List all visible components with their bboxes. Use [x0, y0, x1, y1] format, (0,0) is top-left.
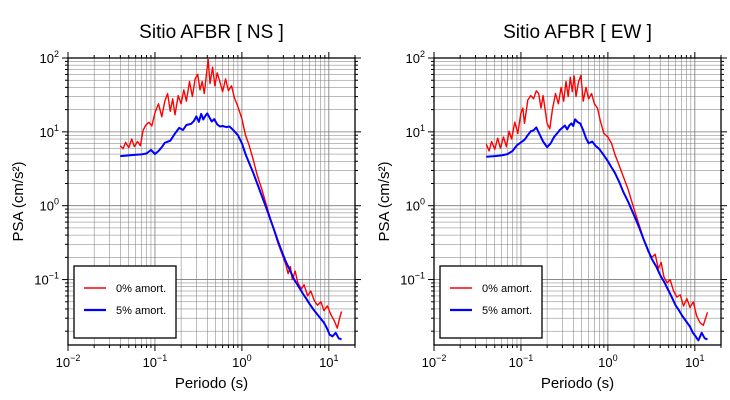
x-tick-label: 101 — [685, 353, 704, 370]
x-tick-label: 10−1 — [509, 353, 534, 370]
tick-marks — [62, 52, 361, 351]
y-tick-label: 10−1 — [34, 271, 59, 288]
series-line-undamped — [485, 74, 709, 326]
x-tick-label: 100 — [232, 353, 251, 370]
x-axis-label: Periodo (s) — [175, 375, 248, 392]
legend: 0% amort. 5% amort. — [73, 265, 177, 339]
x-tick-label: 101 — [319, 353, 338, 370]
plot-frame — [67, 57, 356, 346]
series-line-damped — [486, 118, 708, 342]
x-tick-label: 10−2 — [422, 353, 447, 370]
legend-box — [73, 265, 177, 339]
y-tick-label: 100 — [406, 197, 425, 214]
y-tick-label: 101 — [406, 123, 425, 140]
y-axis-label: PSA (cm/s²) — [10, 161, 27, 241]
x-tick-label: 10−2 — [56, 353, 81, 370]
grid — [67, 57, 356, 345]
y-tick-label: 102 — [406, 49, 425, 66]
x-tick-label: 100 — [598, 353, 617, 370]
chart-title: Sitio AFBR [ NS ] — [139, 22, 284, 43]
y-tick-label: 100 — [40, 197, 59, 214]
x-axis-label: Periodo (s) — [541, 375, 614, 392]
series-line-damped — [120, 112, 342, 341]
legend-label: 5% amort. — [482, 305, 532, 317]
chart-panel-1: 10−2 10−1 100 101 10−1 100 101 102 Sitio AFBR [ … — [10, 22, 361, 392]
y-tick-label: 102 — [40, 49, 59, 66]
chart-panel-2: 10−2 10−1 100 101 10−1 100 101 102 Sitio AFBR [ … — [376, 22, 727, 392]
legend-label: 0% amort. — [116, 283, 166, 295]
legend: 0% amort. 5% amort. — [439, 265, 543, 339]
series-line-undamped — [119, 58, 343, 329]
y-axis-label: PSA (cm/s²) — [376, 161, 393, 241]
legend-label: 0% amort. — [482, 283, 532, 295]
tick-marks — [428, 52, 727, 351]
plot-frame — [433, 57, 722, 346]
x-tick-label: 10−1 — [143, 353, 168, 370]
legend-label: 5% amort. — [116, 305, 166, 317]
chart-title: Sitio AFBR [ EW ] — [503, 22, 652, 43]
legend-box — [439, 265, 543, 339]
y-tick-label: 10−1 — [400, 271, 425, 288]
y-tick-label: 101 — [40, 123, 59, 140]
